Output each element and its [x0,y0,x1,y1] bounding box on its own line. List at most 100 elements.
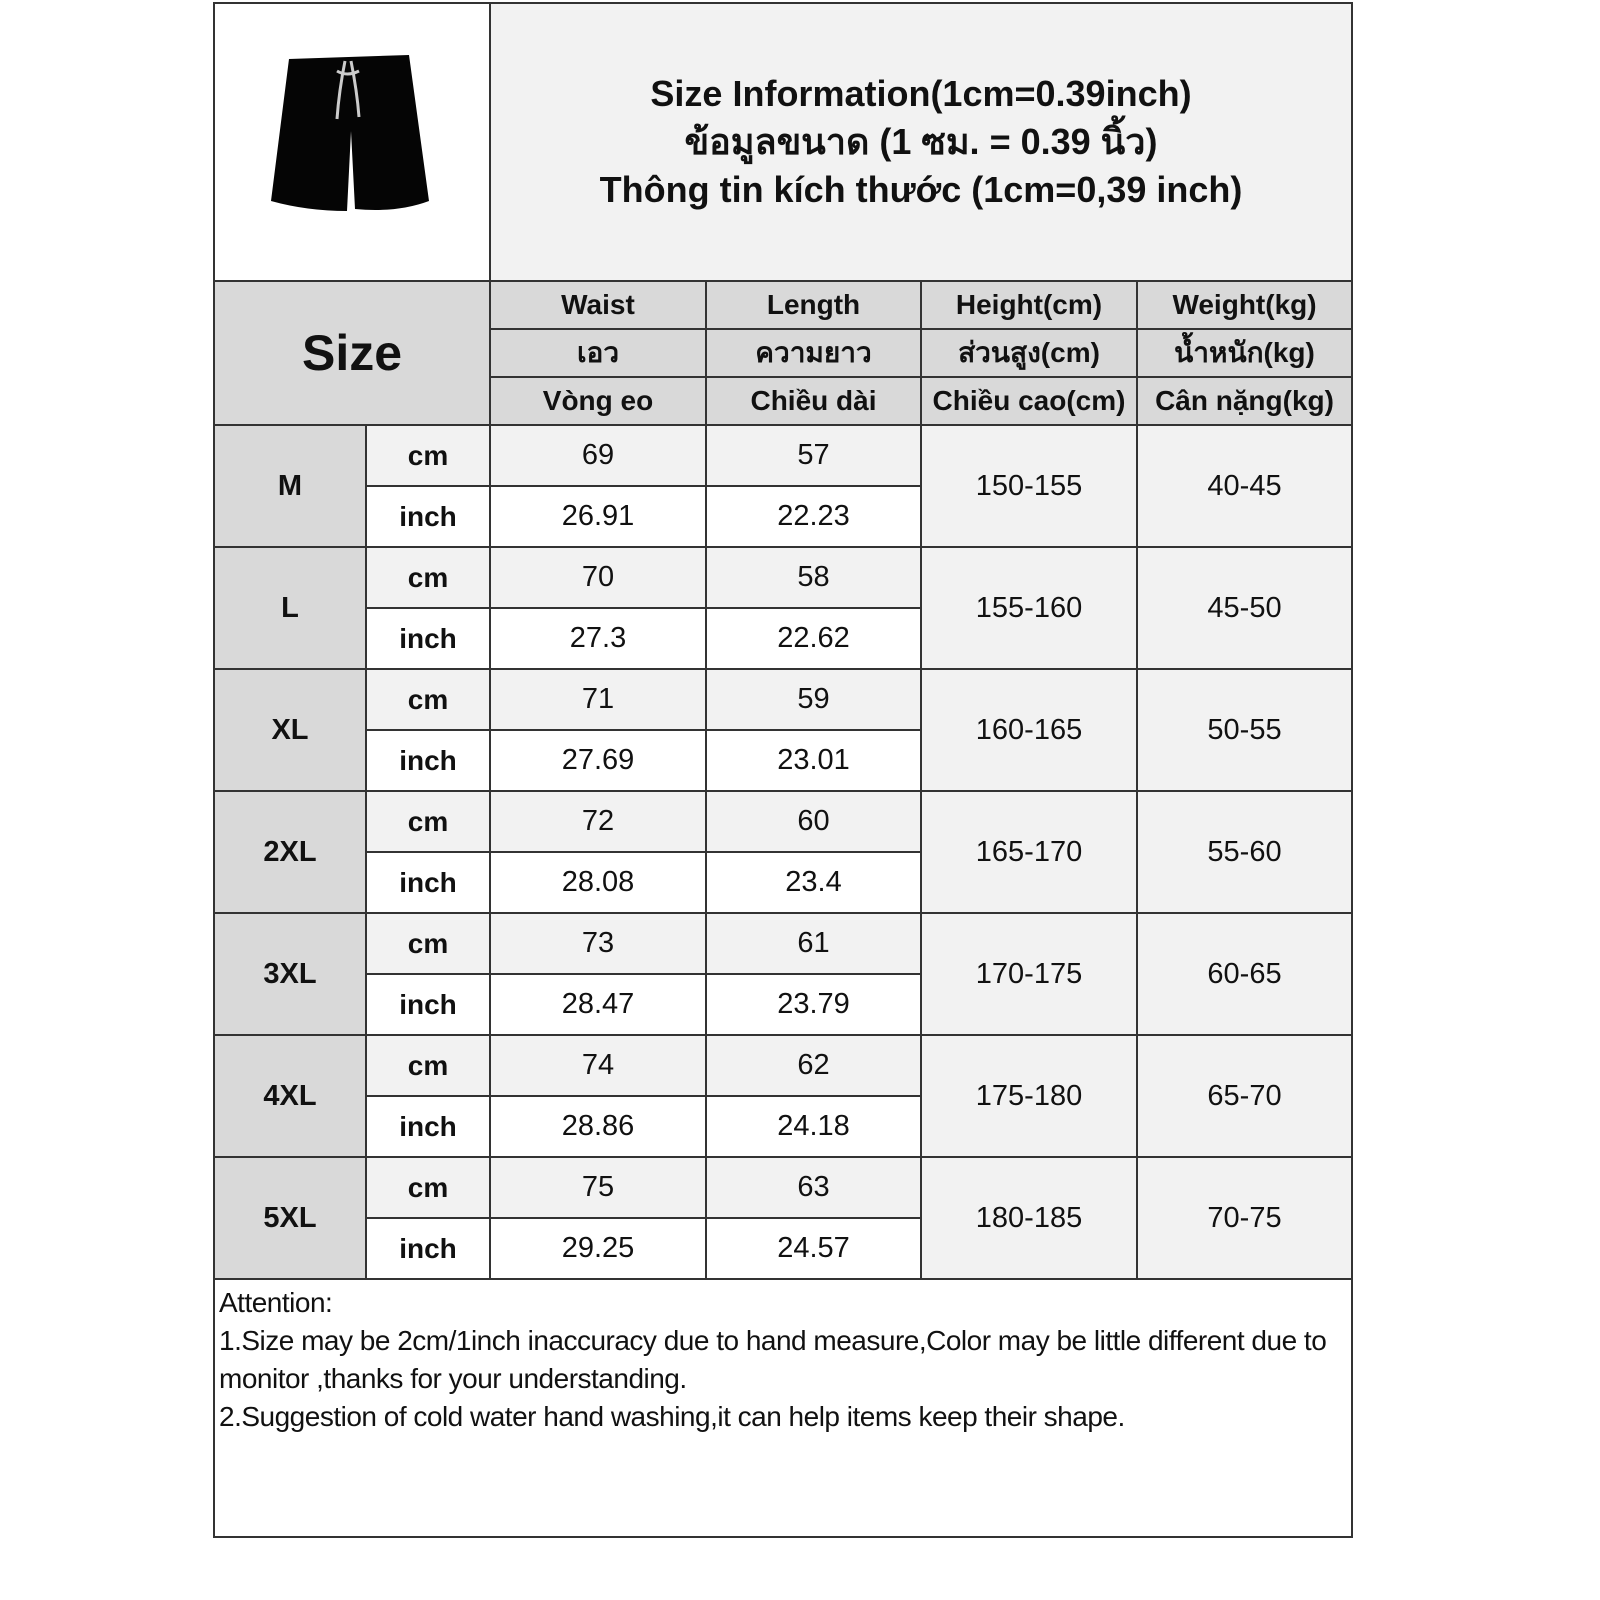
waist-cm: 70 [489,546,707,609]
length-cm: 61 [705,912,922,975]
attention-heading: Attention: [219,1287,333,1318]
waist-cm: 74 [489,1034,707,1097]
size-label: XL [213,668,367,792]
waist-cm: 75 [489,1156,707,1219]
table-row-inch: inch 28.47 23.79 [214,973,1352,1036]
unit-cm: cm [365,1156,491,1219]
unit-inch: inch [365,1217,491,1280]
header-waist-th: เอว [489,328,707,378]
length-inch: 24.18 [705,1095,922,1158]
header-height-en: Height(cm) [920,280,1138,330]
weight-range: 70-75 [1135,1156,1354,1280]
table-row-cm: XL cm 71 59 160-165 50-55 [213,668,1354,792]
shorts-icon [271,54,429,211]
unit-inch: inch [365,607,491,670]
height-range: 165-170 [920,790,1138,914]
waist-inch: 27.69 [489,729,707,792]
waist-inch: 28.86 [489,1095,707,1158]
attention-line-2: 2.Suggestion of cold water hand washing,… [219,1401,1125,1432]
waist-cm: 73 [489,912,707,975]
size-information-title: Size Information(1cm=0.39inch) ข้อมูลขนา… [488,2,1354,282]
length-inch: 22.62 [705,607,922,670]
header-weight-vi: Cân nặng(kg) [1135,376,1354,426]
unit-cm: cm [365,790,491,853]
height-range: 155-160 [920,546,1138,670]
header-weight-en: Weight(kg) [1135,280,1354,330]
unit-inch: inch [365,973,491,1036]
title-vietnamese: Thông tin kích thước (1cm=0,39 inch) [599,169,1243,210]
length-cm: 60 [705,790,922,853]
length-cm: 62 [705,1034,922,1097]
waist-cm: 69 [489,424,707,487]
length-cm: 58 [705,546,922,609]
table-row-cm: 5XL cm 75 63 180-185 70-75 [213,1156,1354,1280]
length-inch: 23.4 [705,851,922,914]
header-length-vi: Chiều dài [705,376,922,426]
table-row-cm: 2XL cm 72 60 165-170 55-60 [213,790,1354,914]
unit-inch: inch [365,1095,491,1158]
size-chart-table: Size Information(1cm=0.39inch) ข้อมูลขนา… [212,2,1354,1538]
title-english: Size Information(1cm=0.39inch) [650,73,1192,114]
table-row-inch: inch 27.3 22.62 [214,607,1352,670]
length-cm: 63 [705,1156,922,1219]
height-range: 175-180 [920,1034,1138,1158]
length-inch: 22.23 [705,485,922,548]
unit-inch: inch [365,851,491,914]
size-label: 3XL [213,912,367,1036]
waist-cm: 71 [489,668,707,731]
header-waist-en: Waist [489,280,707,330]
header-length-en: Length [705,280,922,330]
unit-cm: cm [365,668,491,731]
weight-range: 50-55 [1135,668,1354,792]
unit-cm: cm [365,1034,491,1097]
header-weight-th: น้ำหนัก(kg) [1135,328,1354,378]
attention-line-1: 1.Size may be 2cm/1inch inaccuracy due t… [219,1325,1327,1394]
product-image [213,2,491,282]
header-height-th: ส่วนสูง(cm) [920,328,1138,378]
weight-range: 45-50 [1135,546,1354,670]
table-row-inch: inch 29.25 24.57 [214,1217,1352,1280]
table-row-inch: inch 27.69 23.01 [214,729,1352,792]
length-inch: 24.57 [705,1217,922,1280]
size-label: 5XL [213,1156,367,1280]
weight-range: 60-65 [1135,912,1354,1036]
header-length-th: ความยาว [705,328,922,378]
length-cm: 57 [705,424,922,487]
size-label: L [213,546,367,670]
length-cm: 59 [705,668,922,731]
unit-inch: inch [365,485,491,548]
size-label: M [213,424,367,548]
table-row-inch: inch 28.86 24.18 [214,1095,1352,1158]
height-range: 150-155 [920,424,1138,548]
waist-inch: 28.08 [489,851,707,914]
waist-inch: 27.3 [489,607,707,670]
weight-range: 40-45 [1135,424,1354,548]
table-row-inch: inch 28.08 23.4 [214,851,1352,914]
weight-range: 55-60 [1135,790,1354,914]
size-label: 4XL [213,1034,367,1158]
waist-inch: 28.47 [489,973,707,1036]
height-range: 180-185 [920,1156,1138,1280]
length-inch: 23.01 [705,729,922,792]
table-row-cm: 4XL cm 74 62 175-180 65-70 [213,1034,1354,1158]
waist-cm: 72 [489,790,707,853]
unit-cm: cm [365,912,491,975]
unit-cm: cm [365,546,491,609]
waist-inch: 29.25 [489,1217,707,1280]
header-waist-vi: Vòng eo [489,376,707,426]
size-header: Size [213,280,491,426]
height-range: 160-165 [920,668,1138,792]
weight-range: 65-70 [1135,1034,1354,1158]
header-height-vi: Chiều cao(cm) [920,376,1138,426]
unit-cm: cm [365,424,491,487]
waist-inch: 26.91 [489,485,707,548]
attention-notes: Attention: 1.Size may be 2cm/1inch inacc… [212,1278,1354,1538]
table-row-cm: 3XL cm 73 61 170-175 60-65 [213,912,1354,1036]
table-row-inch: inch 26.91 22.23 [214,485,1352,548]
length-inch: 23.79 [705,973,922,1036]
size-label: 2XL [213,790,367,914]
title-thai: ข้อมูลขนาด (1 ซม. = 0.39 นิ้ว) [684,121,1158,162]
unit-inch: inch [365,729,491,792]
